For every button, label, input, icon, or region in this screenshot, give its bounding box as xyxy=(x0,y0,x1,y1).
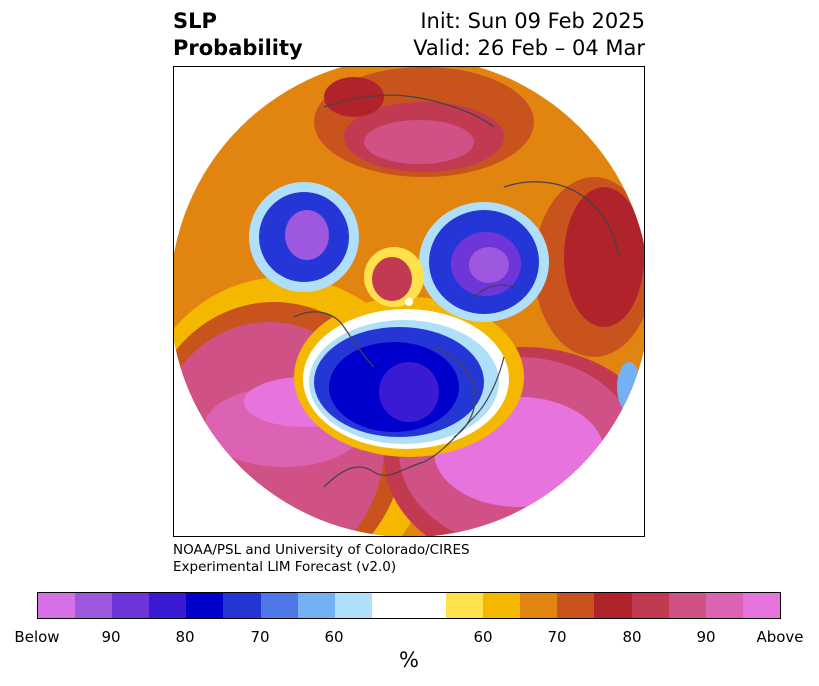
colorbar-segment-above-5 xyxy=(594,593,632,618)
polar-map xyxy=(174,67,644,536)
coastline-north-america xyxy=(323,356,505,488)
colorbar-segment-below-5 xyxy=(186,593,224,618)
colorbar-label-above-70: 70 xyxy=(547,628,567,646)
colorbar-segment-below-1 xyxy=(38,593,76,618)
colorbar-segment-above-4 xyxy=(557,593,595,618)
colorbar-segment-below-4 xyxy=(149,593,187,618)
pole-marker xyxy=(405,298,413,306)
field-below-alaska-core xyxy=(285,210,329,260)
colorbar-segment-above-6 xyxy=(631,593,669,618)
colorbar-units: % xyxy=(399,648,419,672)
colorbar-label-above-80: 80 xyxy=(622,628,642,646)
colorbar-label-above-60: 60 xyxy=(473,628,493,646)
init-date: Init: Sun 09 Feb 2025 xyxy=(420,9,645,33)
colorbar-label-below-60: 60 xyxy=(324,628,344,646)
colorbar-segment-above-2 xyxy=(483,593,521,618)
coastline-greenland xyxy=(433,346,476,438)
coastline-canada-west xyxy=(293,311,375,368)
map-panel xyxy=(173,66,645,537)
coastline-eurasia xyxy=(503,181,620,258)
colorbar-label-above: Above xyxy=(756,628,804,646)
colorbar xyxy=(37,592,781,619)
field-below-canada-peak xyxy=(379,362,439,422)
colorbar-label-below-70: 70 xyxy=(250,628,270,646)
colorbar-segment-above-8 xyxy=(705,593,743,618)
colorbar-label-above-90: 90 xyxy=(696,628,716,646)
coastline-scandinavia xyxy=(473,284,515,298)
credit: NOAA/PSL and University of Colorado/CIRE… xyxy=(173,542,470,576)
colorbar-segment-above-1 xyxy=(446,593,484,618)
field-below-atlantic xyxy=(617,362,641,412)
field-above-siberia-core xyxy=(364,120,474,164)
colorbar-segment-below-8 xyxy=(297,593,335,618)
colorbar-segment-below-7 xyxy=(260,593,298,618)
title-right: Init: Sun 09 Feb 2025 Valid: 26 Feb – 04… xyxy=(413,8,645,62)
coastlines xyxy=(293,94,620,488)
colorbar-segment-below-6 xyxy=(223,593,261,618)
credit-line-2: Experimental LIM Forecast (v2.0) xyxy=(173,559,397,575)
field-above-europe xyxy=(564,187,644,327)
coastline-siberia xyxy=(323,94,495,128)
field-above-east-asia xyxy=(324,77,384,117)
colorbar-segment-below-2 xyxy=(75,593,113,618)
field-above-arctic xyxy=(372,257,412,301)
colorbar-segment-below-3 xyxy=(112,593,150,618)
credit-line-1: NOAA/PSL and University of Colorado/CIRE… xyxy=(173,542,470,558)
title-left: SLP Probability xyxy=(173,8,303,62)
colorbar-segment-neutral xyxy=(371,593,447,618)
colorbar-segment-below-9 xyxy=(334,593,372,618)
colorbar-segment-above-3 xyxy=(520,593,558,618)
colorbar-segment-above-7 xyxy=(668,593,706,618)
field-below-siberia-peak xyxy=(469,247,509,283)
colorbar-segment-above-9 xyxy=(742,593,780,618)
title-variable: SLP xyxy=(173,9,217,33)
colorbar-label-below-90: 90 xyxy=(101,628,121,646)
title-type: Probability xyxy=(173,36,303,60)
colorbar-label-below-80: 80 xyxy=(175,628,195,646)
valid-range: Valid: 26 Feb – 04 Mar xyxy=(413,36,645,60)
colorbar-label-below: Below xyxy=(14,628,60,646)
